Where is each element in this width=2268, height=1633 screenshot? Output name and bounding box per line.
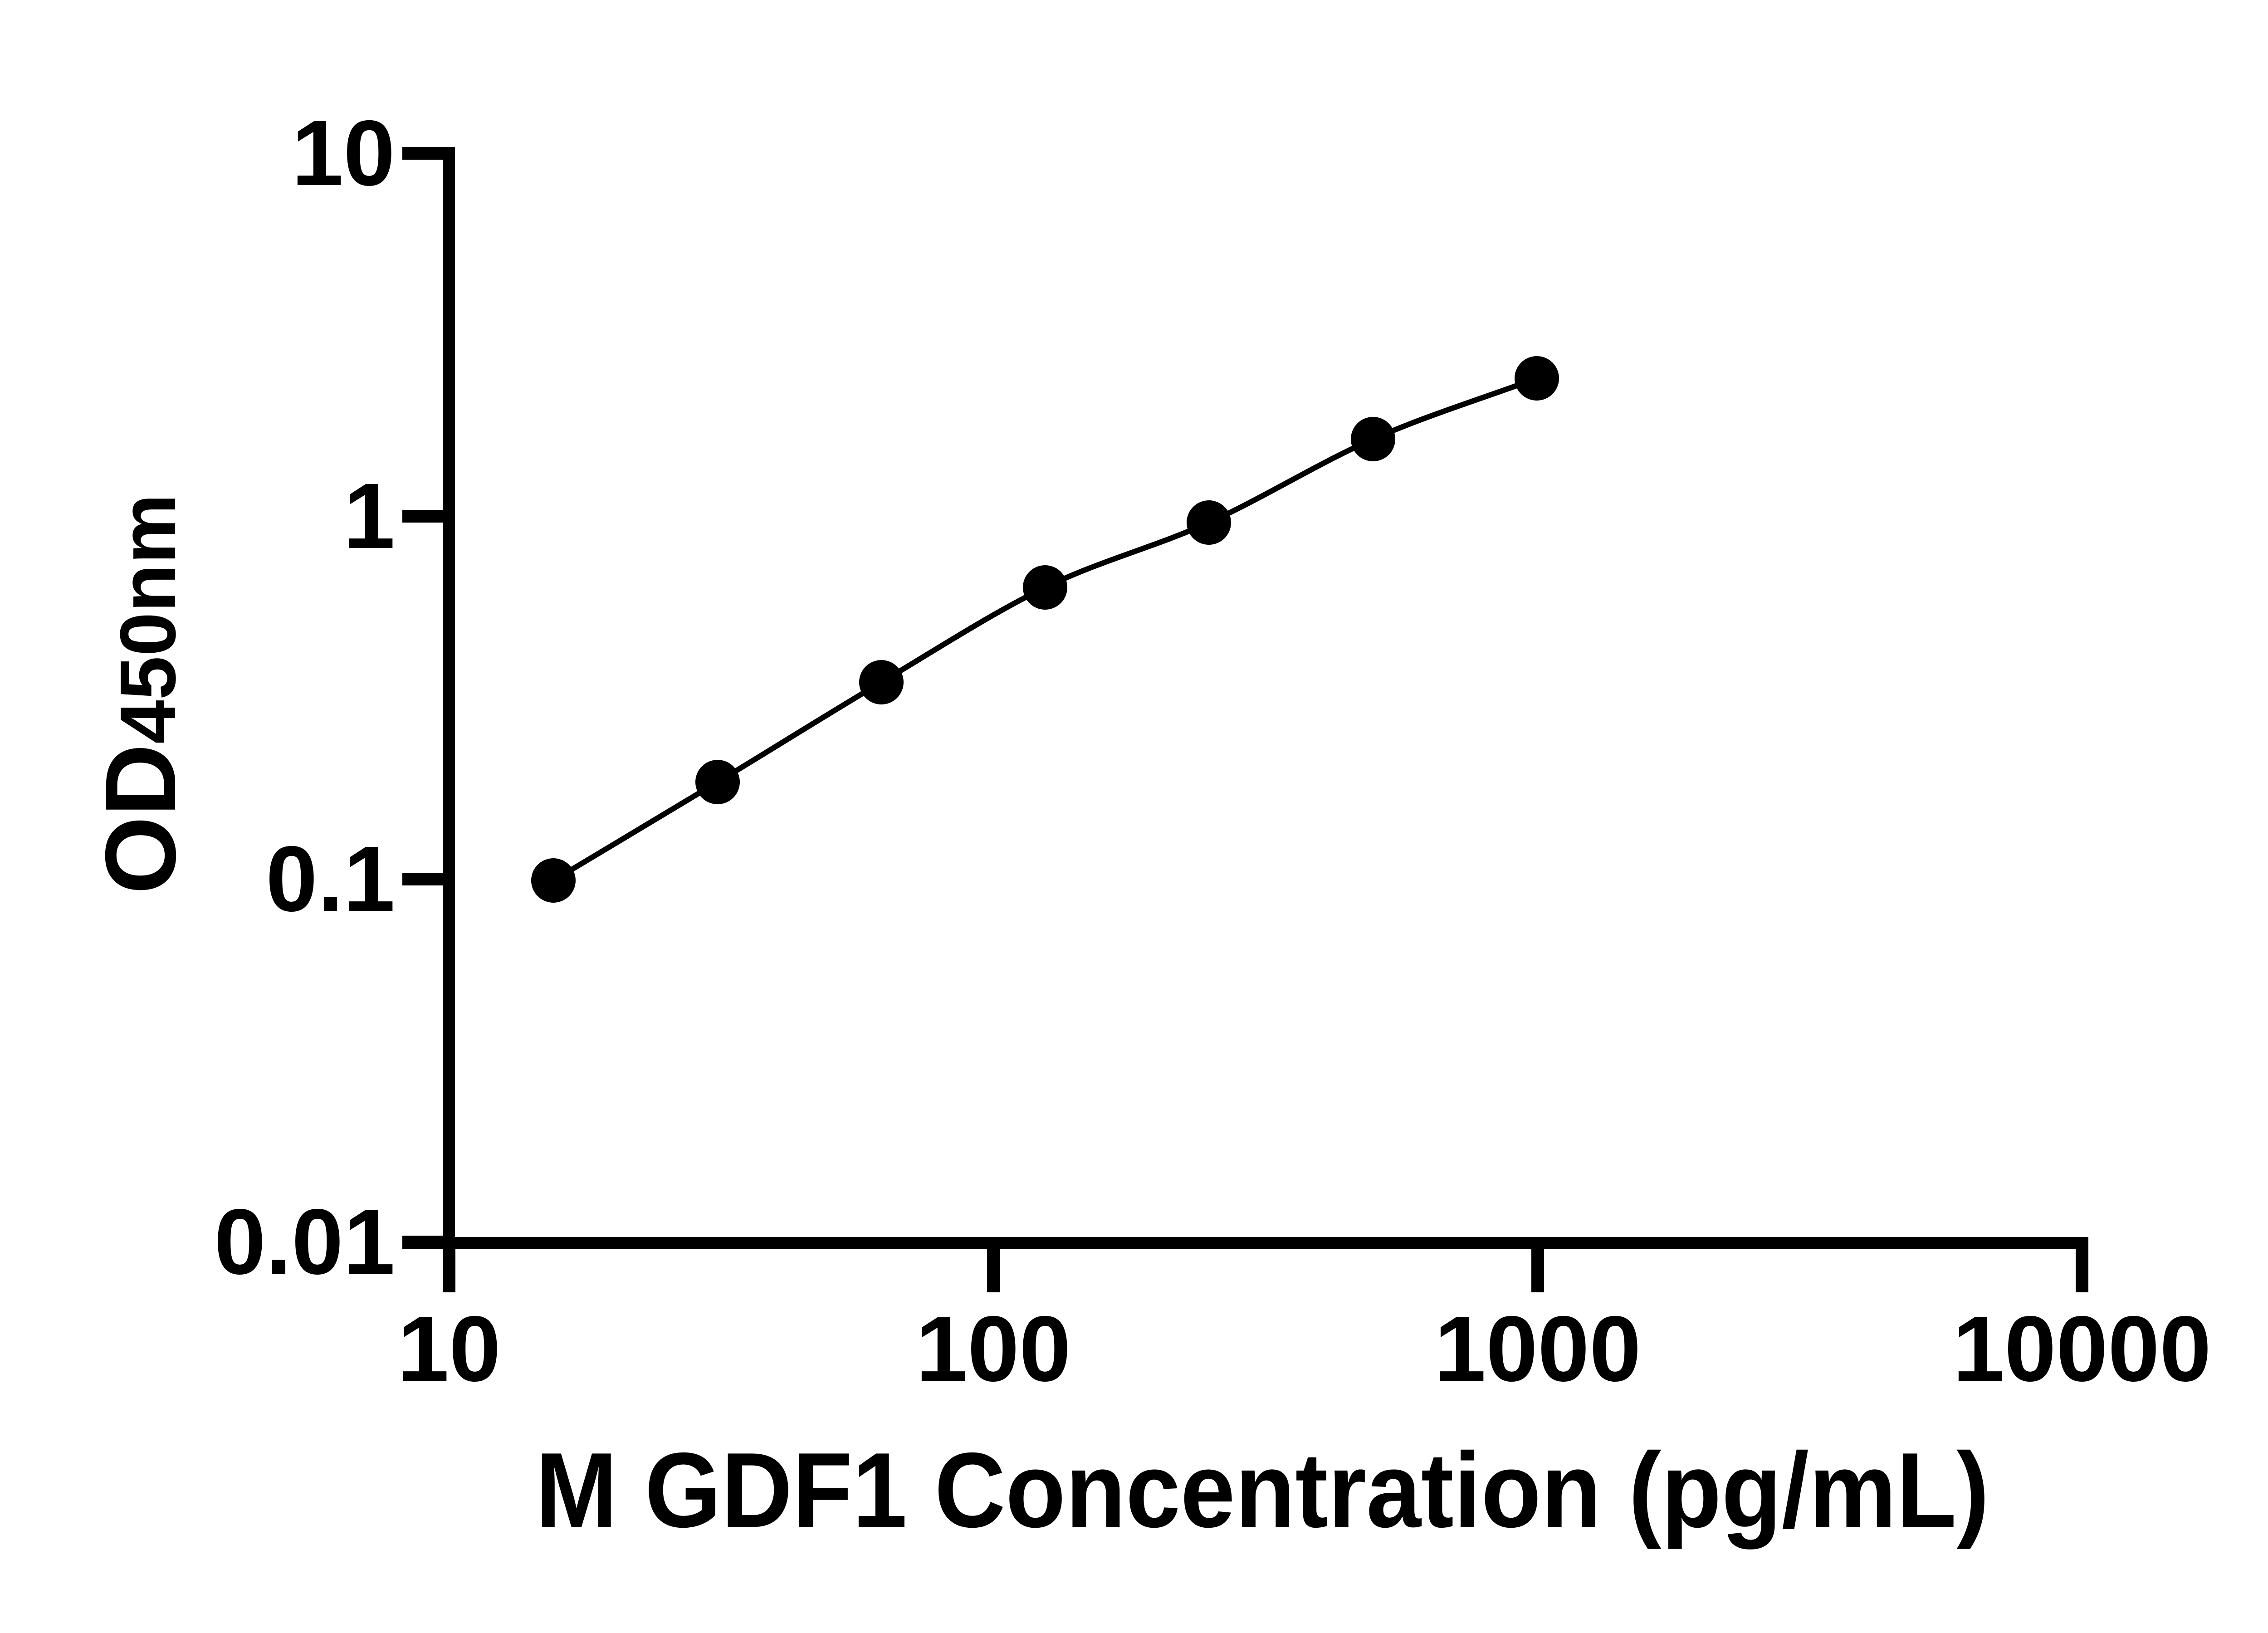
svg-text:100: 100 — [916, 1297, 1071, 1401]
svg-text:10000: 10000 — [1953, 1297, 2211, 1401]
svg-text:1000: 1000 — [1434, 1297, 1641, 1401]
svg-text:OD450nm: OD450nm — [84, 494, 196, 895]
svg-text:10: 10 — [292, 101, 395, 205]
svg-text:0.1: 0.1 — [266, 827, 395, 931]
svg-text:M GDF1 Concentration (pg/mL): M GDF1 Concentration (pg/mL) — [536, 1430, 1989, 1550]
svg-text:0.01: 0.01 — [214, 1190, 395, 1294]
svg-text:1: 1 — [343, 464, 395, 568]
svg-text:10: 10 — [397, 1297, 501, 1401]
